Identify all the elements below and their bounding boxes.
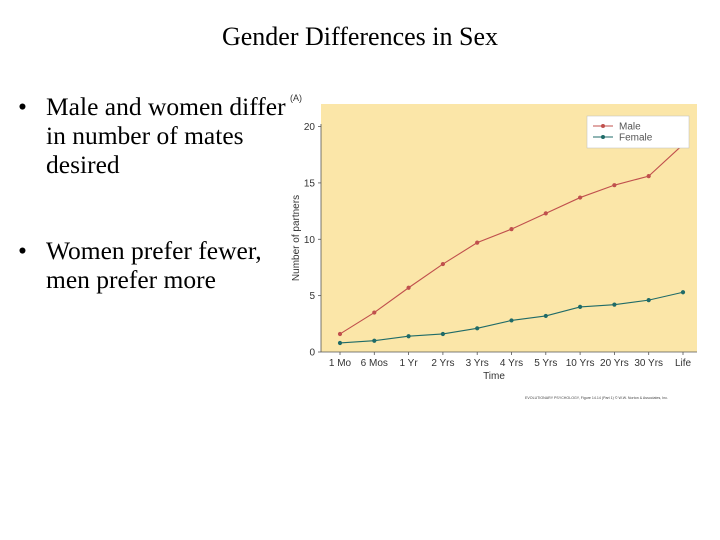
chart-figure: (A) 0 5 10 15 20 1 Mo 6 Mos 1 Yr 2 Yrs 3 Yrs 4 Yrs… [285,88,707,408]
data-point-female [578,304,583,310]
x-tick-label: 10 Yrs [566,358,595,369]
data-point-female [475,326,480,331]
x-tick-label: 30 Yrs [634,358,663,369]
data-point-male [475,240,480,245]
slide-title: Gender Differences in Sex [221,22,499,51]
y-tick-label: 15 [304,178,316,189]
panel-label: (A) [290,93,302,103]
data-point-male [337,331,343,337]
x-tick-label: 4 Yrs [500,358,523,369]
data-point-female [440,331,445,337]
x-tick-label: 20 Yrs [600,358,629,369]
legend-label: Female [619,133,653,144]
x-tick-label: 2 Yrs [431,358,454,369]
data-point-female [543,313,548,319]
x-tick-label: 1 Yr [400,358,419,369]
y-axis-label: Number of partners [291,195,302,281]
data-point-male [612,183,617,188]
axes: 0 5 10 15 20 1 Mo 6 Mos 1 Yr 2 Yrs 3 Yrs 4 Yrs 5 Yr… [304,122,697,369]
y-tick-label: 0 [309,348,315,359]
legend-marker [601,135,605,139]
x-tick-label: 6 Mos [361,358,388,369]
bullet-list: • Male and women differ in number of mat… [18,92,288,351]
data-point-female [646,298,651,303]
data-point-male [406,285,411,290]
data-point-male [578,195,583,200]
bullet-dot-icon: • [18,236,27,265]
data-point-female [612,302,617,307]
data-point-female [406,334,411,339]
data-point-male [509,227,514,232]
x-tick-label: 1 Mo [329,358,352,369]
legend-box [586,115,690,149]
legend-marker [601,124,605,128]
figure-credit: EVOLUTIONARY PSYCHOLOGY, Figure 14.14 (P… [525,396,668,400]
data-point-female [680,290,686,295]
bullet-item: • Male and women differ in number of mat… [18,92,288,179]
bullet-text: Women prefer fewer, men prefer more [46,236,262,294]
y-tick-label: 10 [304,235,316,246]
bullet-item: • Women prefer fewer, men prefer more [18,236,288,294]
data-point-male [543,211,548,216]
line-chart: (A) 0 5 10 15 20 1 Mo 6 Mos 1 Yr 2 Yrs 3 Yrs 4 Yrs… [290,93,697,400]
y-tick-label: 5 [309,291,315,302]
y-tick-label: 20 [304,122,316,133]
bullet-text: Male and women differ in number of mates… [46,92,286,179]
data-point-male [646,174,651,179]
x-tick-label: Life [675,358,692,369]
data-point-male [372,310,377,315]
x-tick-label: 3 Yrs [466,358,489,369]
legend-label: Male [619,122,641,133]
data-point-female [337,340,343,346]
data-point-female [372,338,377,343]
data-point-female [509,318,514,323]
x-tick-label: 5 Yrs [534,358,557,369]
data-point-male [440,261,445,267]
bullet-dot-icon: • [18,92,27,121]
series-layer [337,142,686,346]
x-axis-label: Time [483,371,505,382]
